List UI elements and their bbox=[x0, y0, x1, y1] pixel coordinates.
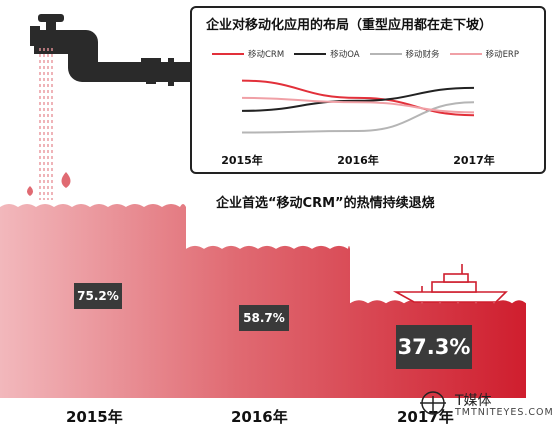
legend-item-crm: 移动CRM bbox=[212, 48, 284, 60]
legend-swatch-oa bbox=[294, 53, 327, 55]
inset-chart-panel: 企业对移动化应用的布局（重型应用都在走下坡） 移动CRM 移动OA 移动财务 移… bbox=[190, 6, 546, 174]
legend-item-erp: 移动ERP bbox=[449, 48, 519, 60]
water-drop-icon bbox=[27, 172, 71, 196]
x-tick-label: 2016年 bbox=[337, 153, 379, 167]
series-line-1 bbox=[241, 79, 475, 117]
legend-swatch-finance bbox=[369, 53, 402, 55]
faucet-icon bbox=[30, 14, 194, 86]
bar-label-2015: 75.2% bbox=[74, 283, 122, 309]
water-stream bbox=[39, 48, 53, 200]
main-chart-title: 企业首选“移动CRM”的热情持续退烧 bbox=[216, 196, 435, 211]
legend-swatch-crm bbox=[212, 53, 244, 55]
legend-label-finance: 移动财务 bbox=[405, 50, 440, 60]
legend-label-oa: 移动OA bbox=[330, 50, 360, 60]
legend-item-oa: 移动OA bbox=[294, 48, 360, 60]
legend-label-crm: 移动CRM bbox=[248, 50, 285, 60]
media-logo-icon bbox=[420, 391, 446, 415]
watermark-cn: T媒体 bbox=[455, 393, 492, 409]
x-tick-label: 2015年 bbox=[221, 153, 263, 167]
legend-item-finance: 移动财务 bbox=[369, 48, 440, 60]
series-line-3 bbox=[241, 101, 475, 134]
watermark-en: TMTNITEYES.COM bbox=[455, 407, 554, 418]
series-line-4 bbox=[241, 96, 475, 114]
category-label-2015: 2015年 bbox=[66, 408, 123, 426]
bar-label-2017: 37.3% bbox=[396, 325, 472, 369]
bar-label-2016: 58.7% bbox=[239, 305, 289, 331]
inset-legend: 移动CRM 移动OA 移动财务 移动ERP bbox=[212, 48, 519, 60]
legend-swatch-erp bbox=[449, 53, 482, 55]
x-tick-label: 2017年 bbox=[453, 153, 495, 167]
legend-label-erp: 移动ERP bbox=[485, 50, 519, 60]
series-line-2 bbox=[241, 86, 475, 112]
inset-plot: 2015年 2016年 2017年 bbox=[221, 79, 495, 167]
inset-chart-title: 企业对移动化应用的布局（重型应用都在走下坡） bbox=[206, 18, 493, 33]
category-label-2016: 2016年 bbox=[231, 408, 288, 426]
water-level-bars bbox=[0, 203, 526, 398]
ship-icon bbox=[392, 264, 508, 303]
